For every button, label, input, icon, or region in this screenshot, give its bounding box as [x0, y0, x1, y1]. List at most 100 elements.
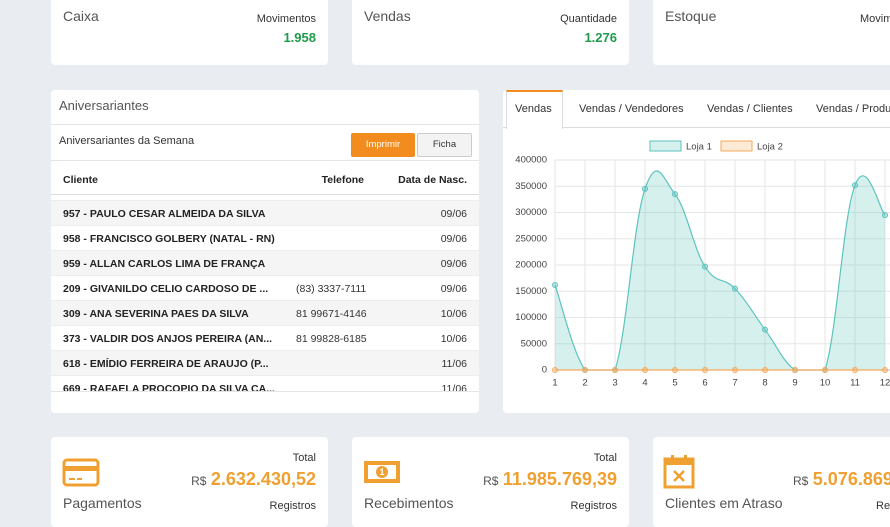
table-row: 669 - RAFAELA PROCOPIO DA SILVA CA...11/…	[51, 375, 479, 392]
card-value: 1.958	[283, 30, 316, 45]
card-title: Recebimentos	[364, 495, 454, 511]
card-label: Total	[594, 452, 617, 464]
table-cell: 81 99828-6185	[296, 333, 367, 345]
y-tick-label: 350000	[515, 181, 547, 192]
page: Caixa Movimentos 1.958 Vendas Quantidade…	[0, 0, 890, 516]
point	[643, 368, 648, 373]
divider	[51, 124, 479, 125]
point	[703, 368, 708, 373]
card: Clientes em Atraso R$ 5.076.869 Reg	[653, 437, 890, 527]
card-amount: R$ 5.076.869	[793, 469, 890, 490]
table-cell: (83) 3337-7111	[296, 283, 366, 295]
money-icon: 1	[363, 457, 403, 489]
y-tick-label: 250000	[515, 233, 547, 244]
button-label: Imprimir	[366, 139, 400, 150]
panel-subtitle: Aniversariantes da Semana	[59, 135, 194, 147]
table-cell: 09/06	[441, 208, 467, 220]
legend-label: Loja 1	[686, 142, 712, 153]
card-label: Total	[293, 452, 316, 464]
point	[853, 368, 858, 373]
table-cell: 09/06	[441, 283, 467, 295]
table-cell: 11/06	[442, 358, 468, 370]
legend-label: Loja 2	[757, 142, 783, 153]
legend-swatch	[721, 141, 752, 151]
y-tick-label: 50000	[521, 338, 547, 349]
area	[555, 171, 885, 370]
y-tick-label: 100000	[515, 312, 547, 323]
amount: 11.985.769,39	[503, 469, 617, 489]
card: Vendas Quantidade 1.276	[352, 0, 629, 65]
table-row: 957 - PAULO CESAR ALMEIDA DA SILVA09/06	[51, 200, 479, 226]
divider	[51, 194, 479, 195]
legend-swatch	[650, 141, 681, 151]
y-tick-label: 200000	[515, 260, 547, 271]
table-cell: 309 - ANA SEVERINA PAES DA SILVA	[63, 308, 249, 320]
point	[853, 183, 858, 188]
svg-text:1: 1	[379, 467, 384, 477]
card-label: Movim	[860, 13, 890, 25]
point	[613, 368, 618, 373]
x-tick-label: 9	[792, 378, 797, 389]
card: 1 Recebimentos Total R$ 11.985.769,39 Re…	[352, 437, 629, 527]
table-row: 959 - ALLAN CARLOS LIMA DE FRANÇA09/06	[51, 250, 479, 276]
table-cell: 81 99671-4146	[296, 308, 367, 320]
x-tick-label: 12	[880, 378, 890, 389]
point	[823, 368, 828, 373]
table-cell: 10/06	[441, 333, 467, 345]
card-label: Movimentos	[257, 13, 316, 25]
y-tick-label: 150000	[515, 286, 547, 297]
table-cell: 09/06	[441, 233, 467, 245]
point	[733, 286, 738, 291]
card-label: Quantidade	[560, 13, 617, 25]
table-cell: 209 - GIVANILDO CELIO CARDOSO DE ...	[63, 283, 268, 295]
point	[553, 368, 558, 373]
birthday-panel: Aniversariantes Aniversariantes da Seman…	[51, 90, 479, 413]
x-tick-label: 10	[820, 378, 831, 389]
table-cell: 373 - VALDIR DOS ANJOS PEREIRA (AN...	[63, 333, 272, 345]
column-header: Telefone	[322, 174, 364, 186]
chart: 0 50000 100000 150000 200000 250000 300000 3500…	[503, 90, 890, 413]
chart-panel: Vendas Vendas / Vendedores Vendas / Clie…	[503, 90, 890, 413]
button-label: Ficha	[433, 139, 456, 150]
x-tick-label: 5	[672, 378, 677, 389]
card: Pagamentos Total R$ 2.632.430,52 Registr…	[51, 437, 328, 527]
point	[643, 186, 648, 191]
y-tick-label: 300000	[515, 207, 547, 218]
x-tick-label: 2	[582, 378, 587, 389]
point	[583, 368, 588, 373]
point	[673, 192, 678, 197]
table-row: 958 - FRANCISCO GOLBERY (NATAL - RN)09/0…	[51, 225, 479, 251]
card-value: 1.276	[584, 30, 617, 45]
x-tick-label: 4	[642, 378, 647, 389]
card-button[interactable]: Ficha	[417, 133, 472, 157]
point	[883, 368, 888, 373]
point	[673, 368, 678, 373]
point	[733, 368, 738, 373]
point	[703, 264, 708, 269]
table-cell: 618 - EMÍDIO FERREIRA DE ARAUJO (P...	[63, 358, 269, 370]
card: Estoque Movim	[653, 0, 890, 65]
table-cell: 669 - RAFAELA PROCOPIO DA SILVA CA...	[63, 383, 275, 392]
card-title: Vendas	[364, 8, 411, 24]
card-title: Caixa	[63, 8, 99, 24]
x-tick-label: 3	[612, 378, 617, 389]
card-amount: R$ 2.632.430,52	[191, 469, 316, 490]
amount: 2.632.430,52	[211, 469, 316, 489]
x-tick-label: 8	[762, 378, 767, 389]
card-label: Registros	[571, 500, 617, 512]
currency: R$	[793, 474, 808, 488]
point	[763, 368, 768, 373]
point	[793, 368, 798, 373]
card: Caixa Movimentos 1.958	[51, 0, 328, 65]
amount: 5.076.869	[813, 469, 890, 489]
divider	[51, 160, 479, 161]
y-tick-label: 0	[542, 365, 547, 376]
table-body: 957 - PAULO CESAR ALMEIDA DA SILVA09/069…	[51, 200, 479, 392]
table-row: 373 - VALDIR DOS ANJOS PEREIRA (AN... 81 …	[51, 325, 479, 351]
y-tick-label: 400000	[515, 155, 547, 166]
print-button[interactable]: Imprimir	[351, 133, 415, 157]
x-tick-label: 1	[552, 378, 557, 389]
point	[553, 282, 558, 287]
x-tick-label: 6	[702, 378, 707, 389]
card-title: Estoque	[665, 8, 716, 24]
